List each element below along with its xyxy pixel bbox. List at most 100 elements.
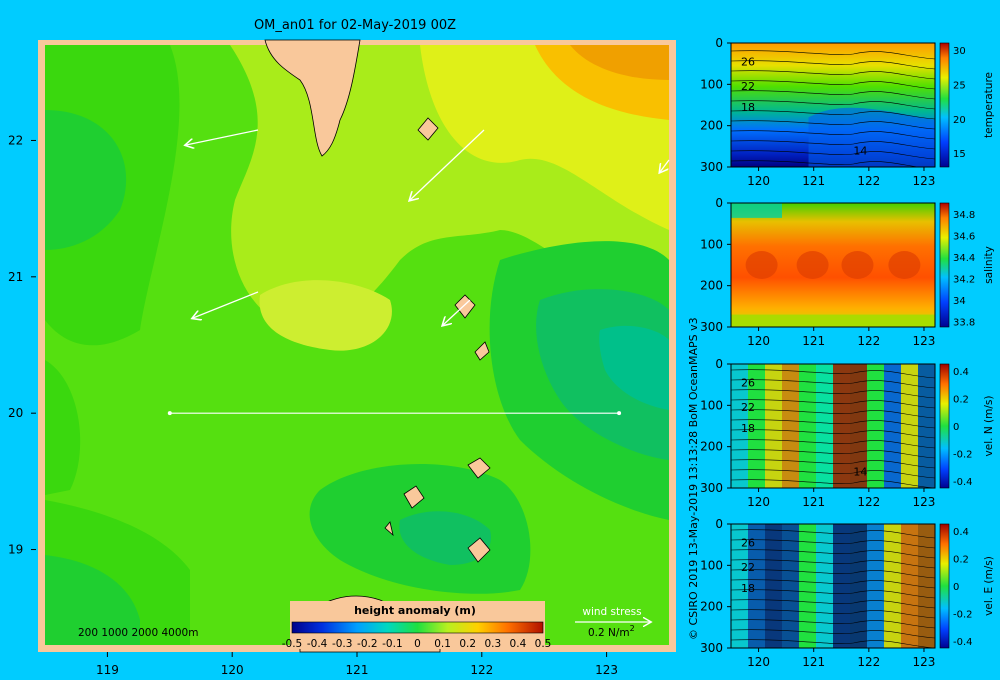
map-y-tick-label: 20 [8, 406, 23, 420]
panel-x-tick-label: 121 [802, 655, 825, 669]
colorbar-ticks: -0.5 -0.4 -0.3 -0.2 -0.1 0 0.1 0.2 0.3 0.4 0.5 [282, 638, 552, 650]
panel-x-tick-label: 120 [747, 495, 770, 509]
panel-colorbar-tick-label: 34.6 [953, 231, 975, 242]
contour-label: 26 [741, 536, 755, 549]
panel-colorbar-label: temperature [983, 72, 995, 138]
panel-x-tick-label: 123 [913, 334, 936, 348]
map-x-axis: 119 120 121 122 123 [96, 652, 618, 677]
panel-y-tick-label: 300 [700, 320, 723, 334]
contour-label: 14 [853, 145, 867, 158]
contour-label: 22 [741, 80, 755, 93]
section-field [731, 524, 935, 648]
panel-y-tick-label: 200 [700, 600, 723, 614]
panel-x-tick-label: 122 [857, 495, 880, 509]
contour-label: 26 [741, 55, 755, 68]
section-panels: 26 22 18 14 120 121 122 123 0 100 200 300 15 20 25 30 te… [700, 36, 995, 669]
wind-stress-vectors [186, 129, 670, 325]
section-column [901, 364, 919, 488]
colorbar-tick-label: -0.2 [357, 638, 378, 650]
section-field [731, 43, 935, 167]
panel-colorbar [939, 202, 950, 328]
wind-stress-legend: wind stress 0.2 N/m2 [575, 606, 650, 639]
panel-x-tick-label: 120 [747, 334, 770, 348]
panel-x-tick-label: 122 [857, 334, 880, 348]
colorbar-title: height anomaly (m) [354, 604, 476, 617]
section-column [799, 364, 817, 488]
section-column [918, 524, 935, 648]
colorbar-tick-label: -0.3 [332, 638, 353, 650]
main-map: 119 120 121 122 123 19 20 21 22 200 1000 2000 4… [8, 39, 676, 677]
section-column [799, 524, 817, 648]
taiwan-land [264, 39, 361, 157]
contour-label: 22 [741, 561, 755, 574]
panel-colorbar-tick-label: 30 [953, 46, 966, 57]
section-panel-velN: 26 22 18 14 120 121 122 123 0 100 200 300 -0.4 -0.2 0 0… [700, 357, 995, 509]
island [467, 537, 491, 563]
panel-y-tick-label: 0 [715, 36, 723, 50]
section-endpoint [617, 411, 622, 416]
height-anomaly-colorbar: height anomaly (m) -0.5 -0.4 -0.3 -0.2 -0.1 0… [282, 601, 552, 650]
panel-y-tick-label: 0 [715, 357, 723, 371]
panel-x-tick-label: 121 [802, 495, 825, 509]
colorbar-tick-label: 0.1 [434, 638, 451, 650]
map-y-axis: 19 20 21 22 [8, 133, 36, 557]
panel-y-tick-label: 100 [700, 558, 723, 572]
colorbar-gradient [291, 621, 544, 634]
contour-label: 18 [741, 101, 755, 114]
panel-colorbar-tick-label: 34.2 [953, 274, 975, 285]
panel-colorbar-tick-label: 34 [953, 296, 966, 307]
panel-x-tick-label: 121 [802, 334, 825, 348]
panel-colorbar-tick-label: 33.8 [953, 318, 975, 329]
depth-legend: 200 1000 2000 4000m [78, 627, 198, 639]
wind-vector [410, 129, 485, 200]
section-column [833, 364, 851, 488]
panel-colorbar-tick-label: 0.2 [953, 394, 969, 405]
section-column [782, 524, 800, 648]
colorbar-tick-label: 0 [414, 638, 421, 650]
panel-colorbar-tick-label: 0 [953, 582, 959, 593]
panel-colorbar-tick-label: 20 [953, 115, 966, 126]
map-y-tick-label: 19 [8, 543, 23, 557]
section-column [816, 364, 834, 488]
panel-colorbar-label: vel. N (m/s) [983, 396, 995, 457]
section-column [748, 364, 766, 488]
section-column [748, 524, 766, 648]
panel-colorbar-label: vel. E (m/s) [983, 556, 995, 616]
colorbar-tick-label: -0.4 [307, 638, 328, 650]
section-column [918, 364, 935, 488]
island [384, 521, 394, 537]
panel-colorbar-tick-label: 25 [953, 80, 966, 91]
wind-vector [443, 299, 471, 325]
wind-vector [186, 129, 259, 145]
panel-colorbar-tick-label: 34.8 [953, 210, 975, 221]
section-column [782, 364, 800, 488]
panel-frame [730, 202, 936, 328]
section-field [731, 203, 935, 327]
map-x-tick-label: 121 [346, 663, 369, 677]
panel-y-tick-label: 0 [715, 196, 723, 210]
section-field [731, 364, 935, 488]
section-line [167, 411, 622, 416]
panel-frame [730, 523, 936, 649]
map-x-tick-label: 123 [595, 663, 618, 677]
panel-frame [730, 42, 936, 168]
section-panel-sal: 120 121 122 123 0 100 200 300 33.8 34 34.2 34.4 34.6… [700, 196, 995, 348]
contour-label: 18 [741, 582, 755, 595]
section-column [731, 364, 749, 488]
panel-y-tick-label: 300 [700, 160, 723, 174]
contour-label: 26 [741, 376, 755, 389]
section-column [867, 524, 885, 648]
section-column [867, 364, 885, 488]
section-column [884, 364, 902, 488]
panel-colorbar-tick-label: -0.2 [953, 450, 973, 461]
map-x-tick-label: 120 [221, 663, 244, 677]
panel-colorbar-label: salinity [983, 246, 995, 284]
panel-y-tick-label: 300 [700, 641, 723, 655]
section-column [731, 524, 749, 648]
colorbar-tick-label: 0.2 [459, 638, 476, 650]
colorbar-tick-label: 0.5 [535, 638, 552, 650]
panel-colorbar-tick-label: 0 [953, 422, 959, 433]
panel-colorbar [939, 523, 950, 649]
wind-vector [660, 159, 670, 172]
